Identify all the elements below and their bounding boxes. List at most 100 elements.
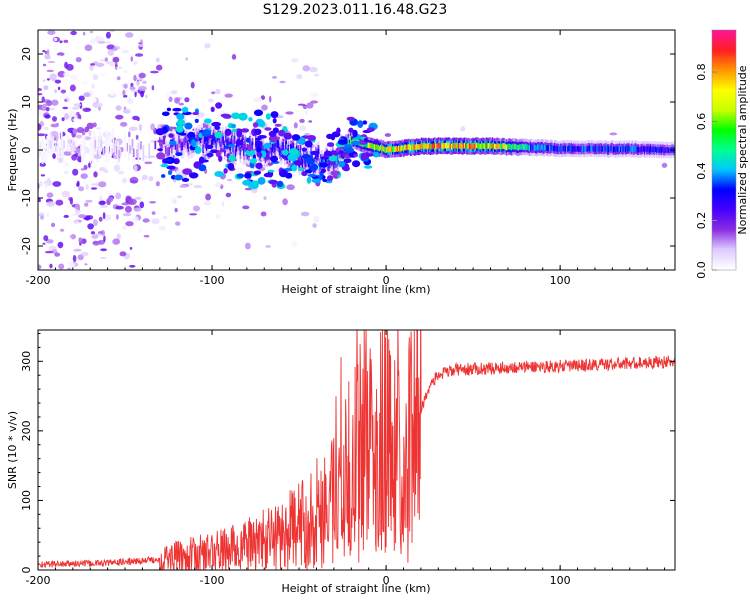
heatmap-band-cell	[107, 138, 110, 162]
heatmap-band-cell	[441, 143, 443, 149]
heatmap-band-cell	[609, 146, 611, 153]
heatmap-cells	[38, 30, 675, 270]
colorbar-step	[712, 242, 736, 245]
heatmap-band-cell	[182, 141, 184, 150]
heatmap-cell	[46, 211, 50, 218]
heatmap-band-cell	[598, 146, 601, 152]
heatmap-band-cell	[599, 145, 602, 152]
heatmap-cell	[138, 72, 146, 79]
heatmap-band-cell	[657, 146, 659, 153]
heatmap-cluster	[352, 160, 361, 168]
heatmap-cell	[302, 65, 311, 72]
heatmap-cell	[225, 192, 232, 198]
heatmap-band-cell	[536, 145, 538, 152]
colorbar-step	[712, 68, 736, 71]
heatmap-cluster	[257, 177, 266, 185]
heatmap-cell	[313, 215, 320, 223]
heatmap-cluster	[228, 154, 236, 162]
heatmap-cell	[44, 114, 51, 119]
heatmap-cell	[215, 214, 221, 219]
heatmap-cell	[121, 202, 129, 206]
heatmap-cell	[111, 160, 118, 165]
heatmap-band-cell	[410, 145, 412, 151]
heatmap-cell	[55, 199, 64, 206]
heatmap-cluster	[270, 155, 279, 163]
heatmap-cell	[64, 204, 72, 212]
colorbar-step	[712, 208, 736, 211]
heatmap-cluster	[301, 147, 308, 152]
heatmap-band-cell	[282, 142, 285, 151]
heatmap-cell	[116, 214, 119, 220]
heatmap-cell	[150, 70, 159, 74]
heatmap-band-cell	[590, 145, 592, 152]
heatmap-cell	[97, 41, 106, 44]
heatmap-band-cell	[398, 145, 400, 152]
heatmap-cell	[67, 110, 76, 117]
heatmap-y-tick-label: 20	[20, 47, 33, 61]
heatmap-cell	[99, 167, 106, 172]
heatmap-band-cell	[472, 143, 475, 149]
heatmap-band-cell	[268, 150, 271, 160]
heatmap-cell	[42, 242, 46, 245]
heatmap-cluster	[166, 165, 176, 170]
heatmap-cluster	[336, 127, 341, 134]
snr-series-line	[38, 330, 675, 570]
heatmap-band-cell	[304, 157, 307, 167]
heatmap-band-cell	[309, 161, 311, 170]
heatmap-band-cell	[98, 136, 100, 152]
heatmap-band-cell	[225, 134, 227, 143]
heatmap-cell	[103, 169, 109, 174]
heatmap-cluster	[252, 122, 259, 128]
heatmap-band-cell	[474, 142, 477, 149]
heatmap-band-cell	[496, 142, 499, 149]
heatmap-band-cell	[507, 144, 509, 150]
heatmap-band-cell	[381, 145, 383, 152]
heatmap-band-cell	[161, 139, 164, 149]
heatmap-cell	[282, 198, 288, 206]
heatmap-cell	[120, 121, 128, 127]
heatmap-cell	[297, 103, 306, 106]
heatmap-band-cell	[233, 135, 236, 144]
heatmap-cell	[58, 263, 65, 270]
heatmap-band-cell	[574, 145, 577, 152]
heatmap-band-cell	[124, 133, 127, 158]
heatmap-cluster	[176, 119, 186, 126]
heatmap-band-cell	[617, 146, 620, 153]
colorbar-step	[712, 194, 736, 197]
colorbar-step	[712, 254, 736, 257]
colorbar-step	[712, 102, 736, 105]
colorbar-step	[712, 220, 736, 223]
colorbar-label: Normalized spectral amplitude	[736, 65, 749, 234]
heatmap-cluster	[278, 129, 286, 137]
snr-x-tick-label: -100	[200, 574, 225, 587]
heatmap-cell	[205, 193, 212, 201]
heatmap-band-cell	[232, 143, 235, 153]
heatmap-cell	[73, 103, 82, 107]
heatmap-band-cell	[276, 139, 279, 148]
heatmap-cell	[100, 248, 108, 252]
heatmap-band-cell	[449, 143, 452, 150]
heatmap-cell	[38, 108, 44, 116]
heatmap-cell	[299, 125, 307, 132]
colorbar-step	[712, 138, 736, 141]
heatmap-cluster	[168, 133, 174, 138]
heatmap-cell	[261, 104, 268, 111]
heatmap-cell	[114, 164, 120, 172]
heatmap-cluster	[351, 140, 361, 146]
heatmap-cell	[92, 74, 99, 81]
heatmap-band-cell	[568, 145, 571, 151]
heatmap-cell	[46, 100, 52, 107]
heatmap-cell	[87, 249, 95, 253]
heatmap-cell	[142, 80, 147, 85]
colorbar-step	[712, 72, 736, 75]
heatmap-cell	[253, 97, 263, 103]
heatmap-band-cell	[118, 150, 121, 159]
colorbar-step	[712, 120, 736, 123]
heatmap-band-cell	[278, 140, 280, 149]
heatmap-band-cell	[243, 147, 245, 157]
heatmap-band-cell	[436, 143, 439, 150]
heatmap-band-cell	[500, 144, 502, 150]
heatmap-band-cell	[622, 146, 625, 153]
heatmap-band-cell	[644, 147, 646, 153]
colorbar-step	[712, 122, 736, 125]
